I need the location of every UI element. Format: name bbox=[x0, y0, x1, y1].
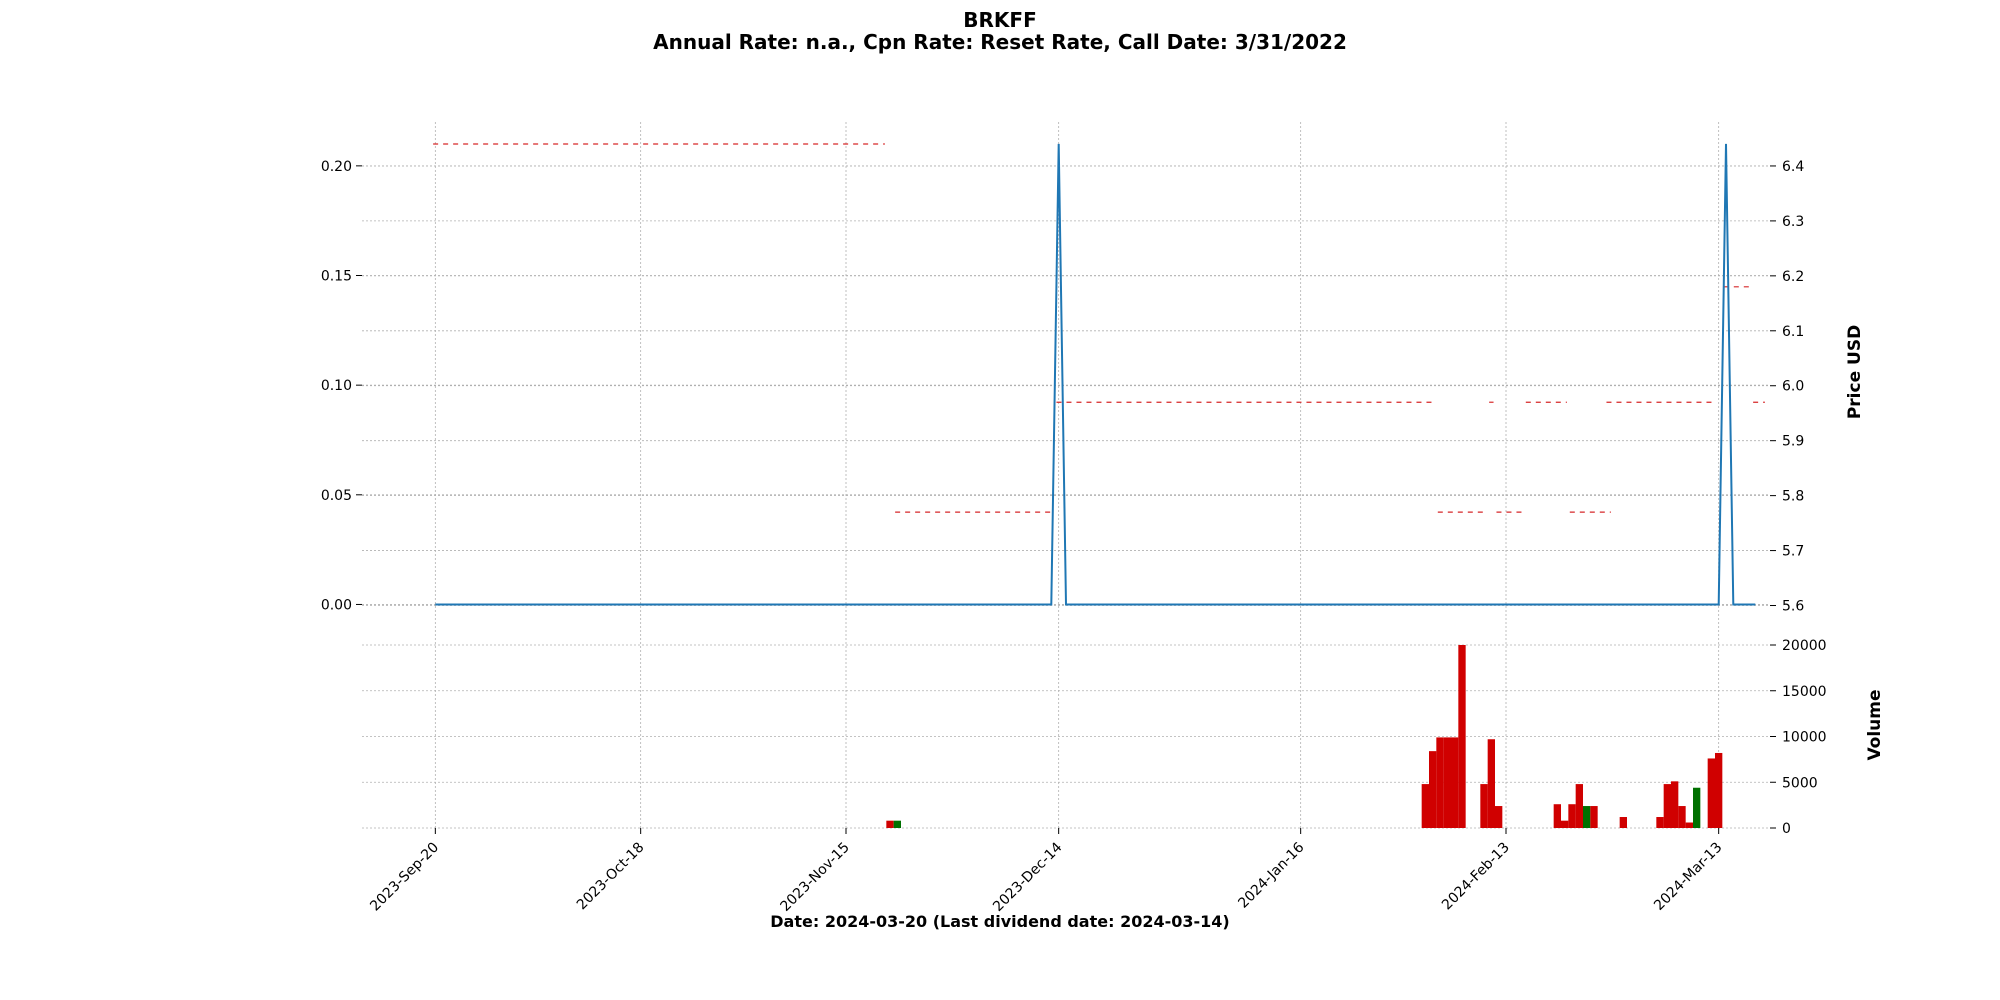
volume-tick-label: 5000 bbox=[1782, 775, 1818, 791]
chart-title: BRKFF bbox=[963, 8, 1037, 32]
volume-bar bbox=[1451, 737, 1459, 828]
chart-subtitle: Annual Rate: n.a., Cpn Rate: Reset Rate,… bbox=[653, 30, 1347, 54]
volume-bar bbox=[1458, 645, 1466, 828]
volume-bar bbox=[886, 820, 894, 828]
volume-bar bbox=[1583, 806, 1591, 828]
volume-bar bbox=[1663, 784, 1671, 828]
volume-bar bbox=[1671, 781, 1679, 828]
dividend-tick-label: 0.20 bbox=[321, 159, 352, 175]
volume-bar bbox=[1561, 820, 1569, 828]
volume-bar bbox=[1678, 806, 1686, 828]
x-tick-label: 2023-Sep-20 bbox=[367, 840, 442, 915]
price-tick-label: 6.0 bbox=[1782, 379, 1804, 395]
x-tick-label: 2023-Nov-15 bbox=[778, 840, 853, 915]
price-series bbox=[433, 143, 1765, 513]
volume-bar bbox=[1568, 804, 1576, 828]
volume-bar bbox=[1480, 784, 1488, 828]
dividend-tick-label: 0.05 bbox=[321, 488, 352, 504]
grid-lines bbox=[362, 122, 1770, 829]
volume-bar bbox=[1553, 804, 1561, 828]
volume-bar bbox=[1443, 737, 1451, 828]
price-axis-label: Price USD bbox=[1845, 325, 1865, 419]
price-tick-label: 6.4 bbox=[1782, 159, 1804, 175]
volume-bar bbox=[1685, 822, 1693, 828]
volume-bar bbox=[1693, 787, 1701, 828]
x-axis-label: Date: 2024-03-20 (Last dividend date: 20… bbox=[770, 912, 1230, 931]
x-tick-label: 2023-Dec-14 bbox=[990, 839, 1065, 914]
x-tick-label: 2024-Feb-13 bbox=[1439, 840, 1513, 914]
x-tick-label: 2024-Mar-13 bbox=[1651, 840, 1725, 914]
price-tick-label: 6.2 bbox=[1782, 269, 1804, 285]
dividend-tick-label: 0.10 bbox=[321, 378, 352, 394]
volume-tick-label: 0 bbox=[1782, 821, 1791, 837]
volume-bars bbox=[886, 645, 1723, 828]
price-tick-label: 5.9 bbox=[1782, 434, 1804, 450]
price-tick-label: 5.7 bbox=[1782, 544, 1804, 560]
volume-bar bbox=[1715, 752, 1723, 828]
dividend-series bbox=[435, 143, 1756, 606]
volume-tick-label: 15000 bbox=[1782, 684, 1827, 700]
volume-tick-label: 20000 bbox=[1782, 638, 1827, 654]
price-tick-label: 6.3 bbox=[1782, 214, 1804, 230]
volume-bar bbox=[893, 820, 901, 828]
volume-bar bbox=[1707, 758, 1715, 828]
volume-bar bbox=[1429, 751, 1437, 828]
volume-bar bbox=[1487, 739, 1495, 828]
axes: 2023-Sep-20 2023-Oct-18 2023-Nov-15 2023-De… bbox=[321, 159, 1827, 915]
dividend-tick-label: 0.00 bbox=[321, 597, 352, 613]
price-tick-label: 5.6 bbox=[1782, 599, 1804, 615]
volume-bar bbox=[1575, 784, 1583, 828]
volume-bar bbox=[1619, 817, 1627, 828]
volume-axis-label: Volume bbox=[1865, 689, 1885, 760]
price-tick-label: 6.1 bbox=[1782, 324, 1804, 340]
volume-bar bbox=[1421, 784, 1429, 828]
volume-bar bbox=[1590, 806, 1598, 828]
price-tick-label: 5.8 bbox=[1782, 489, 1804, 505]
volume-tick-label: 10000 bbox=[1782, 730, 1827, 746]
dividend-tick-label: 0.15 bbox=[321, 269, 352, 285]
dividend-line bbox=[435, 143, 1756, 606]
volume-bar bbox=[1436, 737, 1444, 828]
x-tick-label: 2024-Jan-16 bbox=[1235, 839, 1307, 911]
volume-bar bbox=[1656, 817, 1664, 828]
volume-bar bbox=[1495, 806, 1503, 828]
x-tick-label: 2023-Oct-18 bbox=[574, 840, 648, 914]
